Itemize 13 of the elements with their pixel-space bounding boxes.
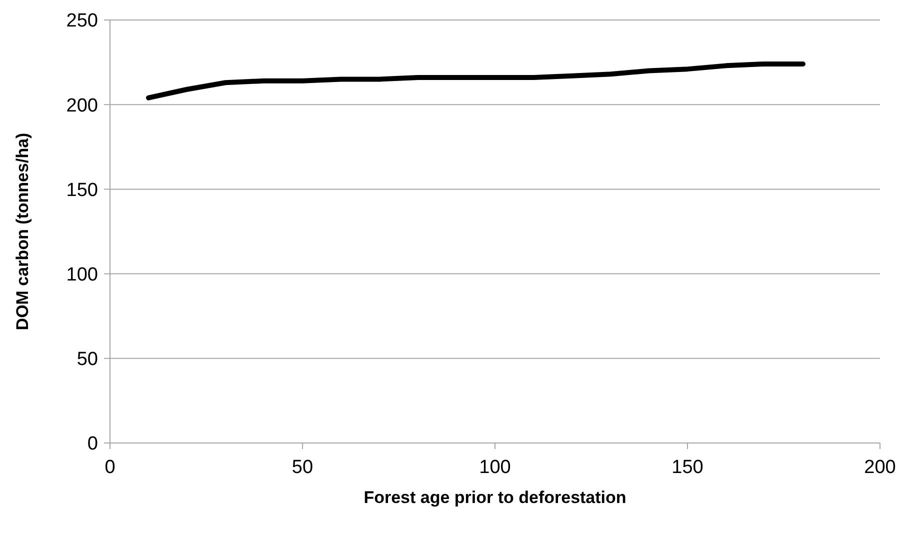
x-tick-label: 0	[104, 457, 116, 478]
y-tick-label: 150	[66, 180, 98, 201]
x-tick-label: 100	[479, 457, 511, 478]
y-tick-label: 50	[76, 349, 98, 370]
y-axis-title: DOM carbon (tonnes/ha)	[13, 132, 32, 330]
x-tick-label: 150	[672, 457, 704, 478]
x-tick-label: 50	[292, 457, 314, 478]
x-axis-title: Forest age prior to deforestation	[364, 488, 626, 507]
y-tick-label: 200	[66, 95, 98, 116]
x-tick-label: 200	[864, 457, 896, 478]
y-tick-label: 100	[66, 264, 98, 286]
y-tick-label: 250	[66, 10, 98, 32]
y-tick-label: 0	[87, 434, 98, 455]
